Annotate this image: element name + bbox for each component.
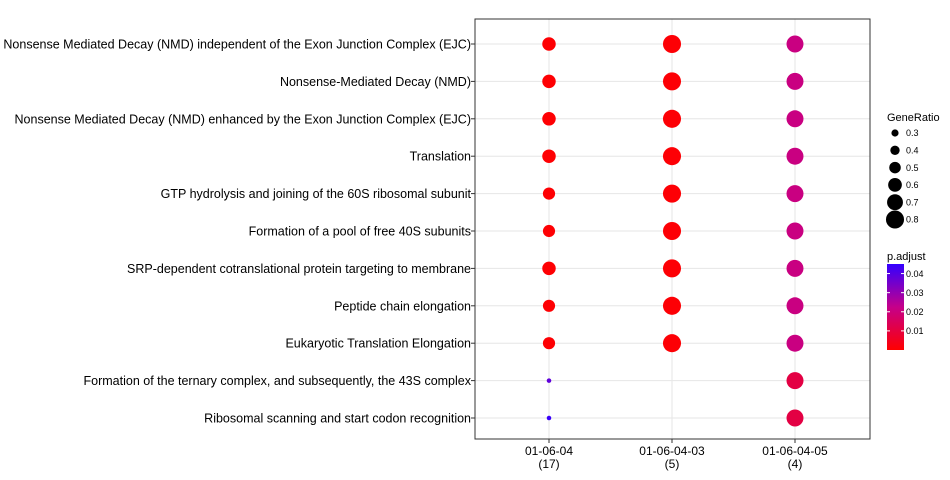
- size-legend-key: [890, 145, 900, 155]
- x-tick-label: 01-06-04-03: [639, 444, 705, 458]
- data-point: [786, 409, 804, 427]
- y-tick-label: Peptide chain elongation: [334, 299, 471, 313]
- data-point: [546, 378, 552, 383]
- color-legend-label: 0.01: [906, 326, 924, 336]
- data-point: [786, 259, 804, 277]
- y-tick-label: Eukaryotic Translation Elongation: [285, 337, 471, 351]
- data-point: [662, 221, 682, 241]
- size-legend-key: [885, 210, 905, 229]
- size-legend-label: 0.7: [906, 197, 919, 207]
- data-point: [786, 110, 804, 128]
- y-tick-label: Ribosomal scanning and start codon recog…: [204, 412, 471, 426]
- data-point: [662, 296, 682, 315]
- size-legend-label: 0.6: [906, 180, 919, 190]
- data-point: [662, 34, 682, 54]
- color-legend-label: 0.04: [906, 269, 924, 279]
- data-point: [546, 415, 552, 421]
- data-point: [542, 74, 556, 89]
- data-point: [542, 337, 556, 350]
- data-point: [542, 37, 556, 51]
- color-legend-bar: [887, 264, 904, 350]
- data-point: [786, 185, 804, 203]
- color-legend: p.adjust 0.04 0.03 0.02 0.01: [887, 251, 926, 350]
- y-tick-label: GTP hydrolysis and joining of the 60S ri…: [161, 187, 472, 201]
- x-tick-count: (5): [665, 457, 680, 471]
- y-tick-label: Formation of a pool of free 40S subunits: [249, 225, 471, 239]
- data-point: [542, 261, 556, 276]
- y-tick-label: Formation of the ternary complex, and su…: [84, 374, 472, 388]
- data-point: [542, 112, 556, 126]
- x-tick-label: 01-06-04-05: [762, 444, 828, 458]
- x-axis: 01-06-04(17) 01-06-04-03(5) 01-06-04-05(4): [525, 439, 828, 471]
- size-legend-key: [889, 161, 901, 174]
- data-point: [662, 184, 682, 203]
- y-tick-label: Nonsense Mediated Decay (NMD) independen…: [3, 38, 471, 52]
- size-legend-label: 0.4: [906, 146, 919, 156]
- size-legend-key: [887, 194, 903, 211]
- color-legend-label: 0.03: [906, 288, 924, 298]
- data-point: [662, 147, 682, 166]
- data-point: [786, 35, 804, 53]
- y-tick-label: Nonsense-Mediated Decay (NMD): [280, 75, 471, 89]
- data-point: [662, 109, 682, 128]
- data-point: [542, 187, 556, 200]
- data-point: [542, 299, 556, 312]
- data-point: [786, 372, 804, 390]
- data-point: [662, 72, 682, 91]
- data-point: [786, 297, 804, 315]
- size-legend-title: GeneRatio: [887, 112, 940, 124]
- data-point: [786, 147, 804, 165]
- data-point: [786, 222, 804, 240]
- x-tick-label: 01-06-04: [525, 444, 573, 458]
- y-tick-label: Nonsense Mediated Decay (NMD) enhanced b…: [15, 112, 471, 126]
- data-point: [662, 259, 682, 278]
- data-point: [542, 224, 556, 238]
- color-legend-label: 0.02: [906, 307, 924, 317]
- y-axis: Nonsense Mediated Decay (NMD) independen…: [3, 38, 475, 426]
- x-tick-count: (17): [538, 457, 559, 471]
- data-point: [786, 72, 804, 90]
- x-tick-count: (4): [788, 457, 803, 471]
- data-point: [786, 334, 804, 352]
- size-legend: GeneRatio 0.3 0.4 0.5 0.6 0.7 0.8: [885, 112, 940, 229]
- data-point: [662, 334, 682, 353]
- size-legend-key: [891, 129, 899, 137]
- size-legend-label: 0.3: [906, 128, 919, 138]
- size-legend-label: 0.5: [906, 163, 919, 173]
- color-legend-title: p.adjust: [887, 251, 926, 263]
- y-tick-label: Translation: [410, 150, 471, 164]
- data-point: [542, 149, 556, 163]
- data-points: [542, 34, 804, 427]
- size-legend-key: [888, 178, 902, 192]
- y-tick-label: SRP-dependent cotranslational protein ta…: [127, 262, 471, 276]
- size-legend-label: 0.8: [906, 215, 919, 225]
